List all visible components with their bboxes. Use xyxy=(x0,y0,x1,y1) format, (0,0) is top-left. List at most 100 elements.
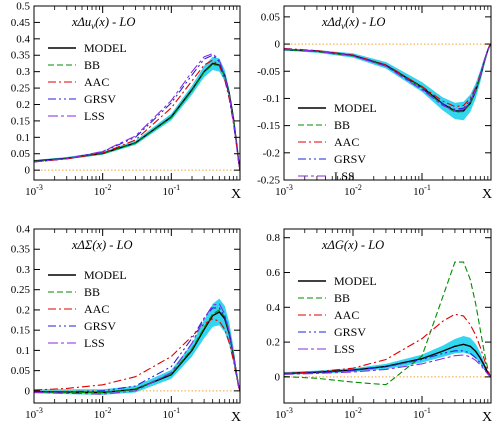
y-tick-label: -0.15 xyxy=(257,120,280,132)
y-tick-label: 0.1 xyxy=(16,132,30,144)
y-tick-label: 0.05 xyxy=(11,365,31,377)
y-tick-label: 0.6 xyxy=(266,267,280,279)
x-tick-label: 10-1 xyxy=(413,183,431,198)
series-line-aac xyxy=(284,43,491,108)
series-line-bb xyxy=(34,63,240,171)
y-tick-label: 0.4 xyxy=(266,302,280,314)
legend-label-model: MODEL xyxy=(84,41,127,55)
series-line-bb xyxy=(284,43,491,113)
x-tick-label: 10-2 xyxy=(344,406,362,421)
plot-frame xyxy=(283,228,492,404)
y-tick-label: 0.45 xyxy=(11,17,31,29)
legend-label-grsv: GRSV xyxy=(334,152,366,166)
uncertainty-band xyxy=(34,56,240,171)
x-tick-label: 10-3 xyxy=(25,183,43,198)
y-tick-label: 0.2 xyxy=(16,304,30,316)
y-tick-label: 0.25 xyxy=(11,83,31,95)
series-line-aac xyxy=(34,318,240,392)
legend-label-lss: LSS xyxy=(334,342,355,356)
x-tick-label: 10-3 xyxy=(275,406,293,421)
y-tick-label: -0.1 xyxy=(263,93,280,105)
x-tick-label: 10-1 xyxy=(413,406,431,421)
y-tick-label: 0.8 xyxy=(266,232,280,244)
x-tick-label: 10-3 xyxy=(25,406,43,421)
y-tick-label: 0.25 xyxy=(11,284,31,296)
series-line-aac xyxy=(284,313,491,378)
legend-label-lss: LSS xyxy=(84,336,105,350)
y-tick-label: 0 xyxy=(25,165,31,177)
x-tick-label: 10-2 xyxy=(94,406,112,421)
legend: MODEL BB AAC GRSV LSS xyxy=(48,41,127,123)
y-tick-label: 0.4 xyxy=(16,224,30,236)
y-tick-label: 0.2 xyxy=(266,337,280,349)
y-tick-label: 0 xyxy=(275,371,281,383)
x-tick-label: 10-1 xyxy=(162,183,180,198)
x-tick-label: 10-3 xyxy=(275,183,293,198)
plot-area xyxy=(34,52,240,171)
uncertainty-band xyxy=(34,298,240,395)
legend-label-aac: AAC xyxy=(84,302,109,316)
series-line-lss xyxy=(284,354,491,378)
panel-2: -0.25 -0.2 -0.15 -0.1 -0.05 0 0.05 10-3 10-2 10-1… xyxy=(257,5,492,202)
legend-label-bb: BB xyxy=(334,118,350,132)
series-line-bb xyxy=(284,261,491,386)
legend-label-bb: BB xyxy=(84,285,100,299)
y-tick-label: -0.05 xyxy=(257,66,280,78)
y-tick-label: 0.4 xyxy=(16,33,30,45)
y-tick-label: 0.3 xyxy=(16,264,30,276)
y-tick-label: 0.15 xyxy=(11,115,31,127)
plot-area xyxy=(34,298,240,395)
series-line-aac xyxy=(34,59,240,171)
x-tick-label: 10-2 xyxy=(94,183,112,198)
plot-frame xyxy=(33,228,241,404)
x-axis-label: X xyxy=(482,410,492,425)
uncertainty-band xyxy=(284,336,491,377)
y-tick-label: 0.2 xyxy=(16,99,30,111)
legend-label-model: MODEL xyxy=(84,268,127,282)
chart-title: xΔG(x) - LO xyxy=(321,238,384,252)
legend-label-lss: LSS xyxy=(334,169,355,183)
legend-label-grsv: GRSV xyxy=(334,325,366,339)
legend-label-grsv: GRSV xyxy=(84,319,116,333)
y-tick-label: 0.05 xyxy=(11,148,31,160)
legend: MODEL BB AAC GRSV LSS xyxy=(298,101,377,183)
x-axis-label: X xyxy=(231,187,241,202)
series-line-model xyxy=(34,62,240,171)
legend-label-aac: AAC xyxy=(334,308,359,322)
plot-area xyxy=(284,43,491,121)
y-tick-label: 0.3 xyxy=(16,66,30,78)
legend-label-bb: BB xyxy=(84,58,100,72)
series-line-grsv xyxy=(34,307,240,393)
legend-label-grsv: GRSV xyxy=(84,92,116,106)
y-tick-label: 0.35 xyxy=(11,244,31,256)
x-tick-label: 10-1 xyxy=(162,406,180,421)
chart-title: xΔuv(x) - LO xyxy=(71,15,135,31)
y-tick-label: 0.5 xyxy=(16,1,30,13)
series-line-lss xyxy=(284,43,491,112)
legend-label-bb: BB xyxy=(334,291,350,305)
legend-label-model: MODEL xyxy=(334,274,377,288)
series-line-model xyxy=(284,43,491,112)
panel-1: 0 0.05 0.1 0.15 0.2 0.25 0.3 0.35 0.4 0.45 0.5 10-3… xyxy=(11,1,241,203)
legend-label-lss: LSS xyxy=(84,109,105,123)
legend-label-aac: AAC xyxy=(334,135,359,149)
y-tick-label: 0 xyxy=(25,385,31,397)
series-line-lss xyxy=(34,52,240,171)
y-tick-label: 0.35 xyxy=(11,50,31,62)
legend: MODEL BB AAC GRSV LSS xyxy=(48,268,127,350)
x-axis-label: X xyxy=(231,410,241,425)
y-tick-label: -0.2 xyxy=(263,147,280,159)
y-tick-label: 0 xyxy=(275,39,281,51)
chart-title: xΔΣ(x) - LO xyxy=(71,238,133,252)
plot-frame xyxy=(283,5,492,181)
y-tick-label: -0.25 xyxy=(257,175,280,187)
x-axis-label: X xyxy=(482,187,492,202)
chart-title: xΔdv(x) - LO xyxy=(321,15,385,31)
plot-frame xyxy=(33,5,241,181)
panel-3: 0 0.05 0.1 0.15 0.2 0.25 0.3 0.35 0.4 10-3 10-2 10-… xyxy=(11,224,241,426)
x-tick-label: 10-2 xyxy=(344,183,362,198)
y-tick-label: 0.1 xyxy=(16,345,30,357)
y-tick-label: 0.15 xyxy=(11,325,31,337)
